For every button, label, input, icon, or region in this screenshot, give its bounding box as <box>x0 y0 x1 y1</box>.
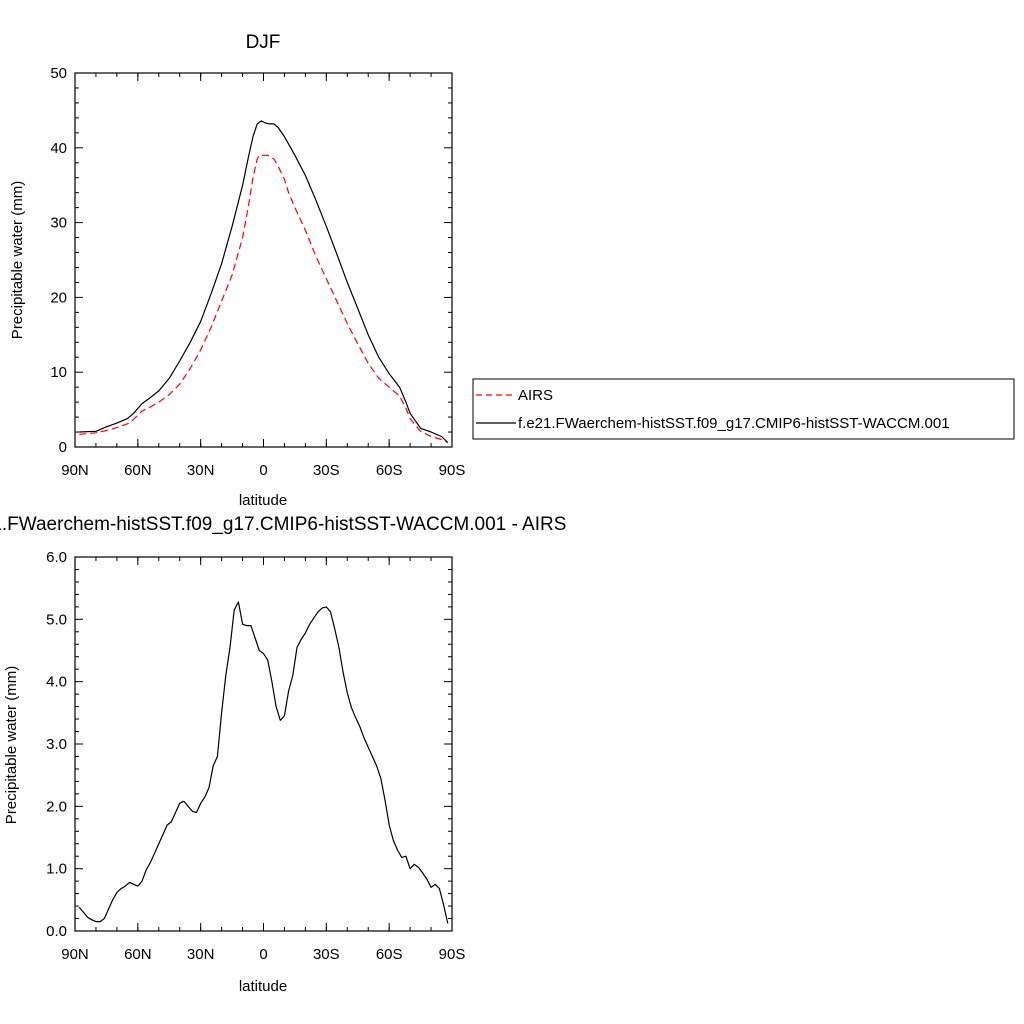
bottom-y-tick-label: 4.0 <box>46 674 67 691</box>
top-y-tick-label: 40 <box>50 140 67 157</box>
top-y-tick-label: 30 <box>50 215 67 232</box>
top-x-tick-label: 60S <box>376 462 403 479</box>
bottom-y-tick-label: 5.0 <box>46 611 67 628</box>
bottom-x-tick-label: 0 <box>259 946 267 963</box>
top-x-axis-label: latitude <box>239 492 287 509</box>
top-series-line-1 <box>79 120 449 443</box>
bottom-y-axis-label: Precipitable water (mm) <box>3 666 20 824</box>
bottom-x-axis-label: latitude <box>239 978 287 995</box>
bottom-x-tick-label: 90S <box>439 946 466 963</box>
top-plot-frame <box>74 72 453 448</box>
top-y-tick-label: 50 <box>50 65 67 82</box>
top-x-tick-label: 0 <box>259 462 267 479</box>
top-y-tick-label: 20 <box>50 289 67 306</box>
bottom-chart-title: f.e21.FWaerchem-histSST.f09_g17.CMIP6-hi… <box>0 514 566 535</box>
top-x-tick-label: 90N <box>61 462 89 479</box>
top-x-tick-label: 30S <box>313 462 340 479</box>
bottom-y-tick-label: 1.0 <box>46 861 67 878</box>
bottom-y-tick-label: 3.0 <box>46 736 67 753</box>
top-plot: 90N 60N 30N 0 30S 60S 90S 0 10 20 30 40 50 <box>50 65 465 479</box>
bottom-plot-frame <box>74 556 453 932</box>
bottom-plot: 90N 60N 30N 0 30S 60S 90S 0.0 1.0 2.0 3.0 4.0 5.0 6.0 <box>46 549 465 963</box>
top-x-tick-label: 90S <box>439 462 466 479</box>
top-x-tick-label: 30N <box>187 462 215 479</box>
legend-label-model: f.e21.FWaerchem-histSST.f09_g17.CMIP6-hi… <box>518 415 950 432</box>
top-y-tick-label: 10 <box>50 364 67 381</box>
top-series-line-0 <box>79 154 449 444</box>
legend: AIRS f.e21.FWaerchem-histSST.f09_g17.CMI… <box>472 378 1015 440</box>
bottom-x-tick-label: 90N <box>61 946 89 963</box>
top-y-axis-label: Precipitable water (mm) <box>9 181 26 339</box>
top-y-tick-label: 0 <box>59 439 67 456</box>
bottom-y-tick-label: 6.0 <box>46 549 67 566</box>
bottom-x-tick-label: 30S <box>313 946 340 963</box>
top-x-tick-label: 60N <box>124 462 152 479</box>
bottom-y-tick-label: 0.0 <box>46 923 67 940</box>
bottom-x-tick-label: 60S <box>376 946 403 963</box>
legend-label-airs: AIRS <box>518 387 553 404</box>
bottom-x-tick-label: 30N <box>187 946 215 963</box>
top-chart-title: DJF <box>246 32 281 53</box>
bottom-x-tick-label: 60N <box>124 946 152 963</box>
legend-box <box>472 378 1015 440</box>
bottom-series-line-0 <box>78 601 449 924</box>
bottom-y-tick-label: 2.0 <box>46 798 67 815</box>
